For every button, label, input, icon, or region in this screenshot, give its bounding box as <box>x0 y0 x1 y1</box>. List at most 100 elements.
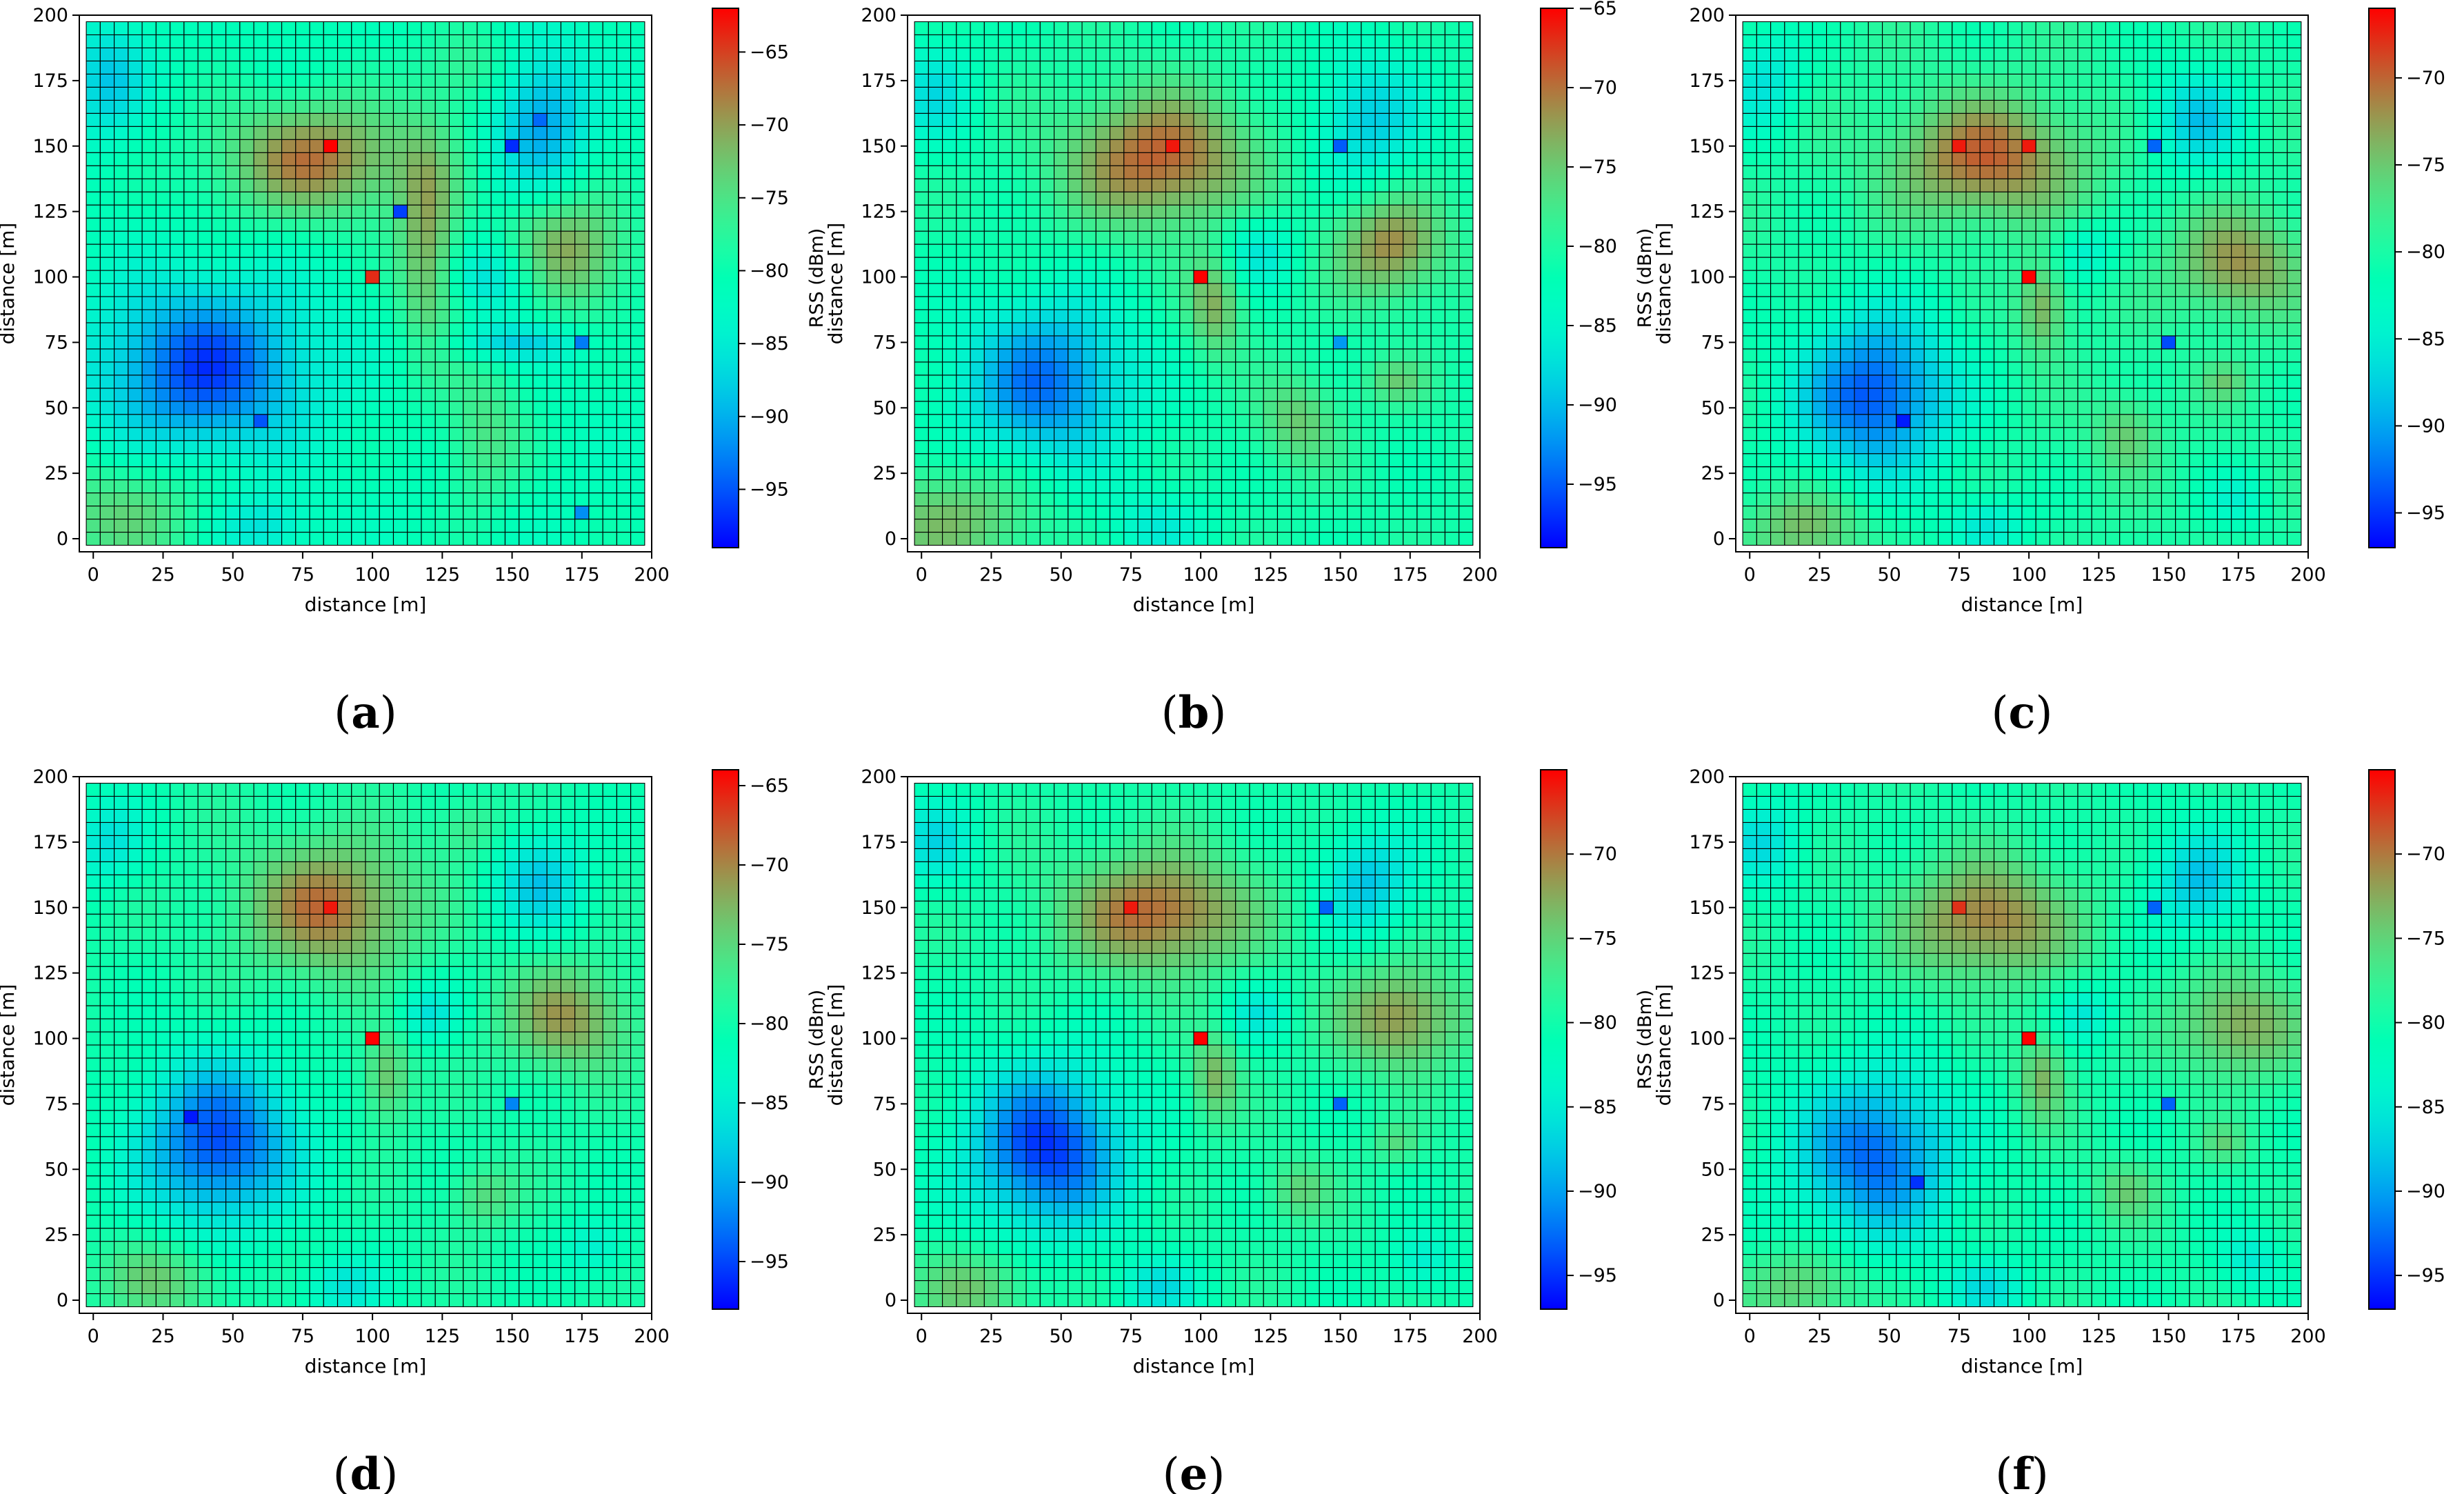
heatmap-cell <box>956 492 971 507</box>
heatmap-cell <box>998 152 1013 166</box>
heatmap-cell <box>2147 348 2162 363</box>
heatmap-cell <box>1374 178 1390 192</box>
heatmap-cell <box>2105 361 2121 376</box>
heatmap-cell <box>2175 322 2190 337</box>
heatmap-cell <box>421 309 436 323</box>
heatmap-cell <box>1276 453 1292 468</box>
heatmap-cell <box>1123 230 1139 245</box>
heatmap-cell <box>407 126 422 140</box>
heatmap-cell <box>253 191 268 206</box>
heatmap-cell <box>2119 217 2134 232</box>
heatmap-cell <box>183 506 199 520</box>
heatmap-cell <box>1109 34 1125 48</box>
heatmap-cell <box>1207 34 1223 48</box>
heatmap-cell <box>1840 257 1855 271</box>
heatmap-cell <box>616 60 632 74</box>
heatmap-cell <box>504 414 520 428</box>
heatmap-cell <box>588 506 603 520</box>
heatmap-cell <box>2245 152 2260 166</box>
heatmap-cell <box>1910 283 1925 297</box>
heatmap-cell <box>1910 60 1925 74</box>
heatmap-cell <box>2287 492 2302 507</box>
heatmap-cell <box>1109 204 1125 219</box>
heatmap-cell <box>392 348 408 363</box>
heatmap-cell <box>602 99 617 114</box>
heatmap-cell <box>1444 217 1460 232</box>
heatmap-cell <box>2231 506 2246 520</box>
heatmap-cell <box>630 191 645 206</box>
heatmap-cell <box>1444 309 1460 323</box>
heatmap-cell <box>183 152 199 166</box>
heatmap-cell <box>365 257 380 271</box>
heatmap-cell <box>2035 204 2051 219</box>
heatmap-cell <box>546 479 561 494</box>
heatmap-cell <box>86 1228 101 1242</box>
heatmap-cell <box>504 152 520 166</box>
heatmap-cell <box>1770 361 1785 376</box>
heatmap-cell <box>1896 21 1911 36</box>
heatmap-cell <box>616 296 632 310</box>
heatmap-cell <box>337 361 352 376</box>
heatmap-cell <box>337 243 352 258</box>
heatmap-cell <box>942 492 957 507</box>
heatmap-cell <box>1826 388 1841 402</box>
heatmap-cell <box>602 414 617 428</box>
heatmap-cell <box>463 335 478 350</box>
heatmap-cell <box>392 479 408 494</box>
heatmap-cell <box>337 414 352 428</box>
heatmap-cell <box>2245 270 2260 284</box>
heatmap-cell <box>2147 73 2162 88</box>
heatmap-cell <box>2245 506 2260 520</box>
heatmap-cell <box>2133 178 2148 192</box>
heatmap-cell <box>2287 322 2302 337</box>
heatmap-cell <box>448 152 464 166</box>
heatmap-cell <box>309 230 324 245</box>
heatmap-cell <box>1068 348 1083 363</box>
heatmap-cell <box>942 531 957 546</box>
heatmap-cell <box>197 60 212 74</box>
heatmap-cell <box>281 479 297 494</box>
heatmap-cell <box>295 466 310 481</box>
heatmap-cell <box>2216 204 2232 219</box>
heatmap-cell <box>574 361 590 376</box>
heatmap-cell <box>546 375 561 389</box>
heatmap-cell <box>914 466 929 481</box>
heatmap-cell <box>1361 34 1376 48</box>
heatmap-cell <box>1923 112 1939 127</box>
heatmap-cell <box>1137 388 1152 402</box>
heatmap-cell <box>1123 375 1139 389</box>
heatmap-cell <box>2147 361 2162 376</box>
heatmap-cell <box>1068 427 1083 441</box>
heatmap-cell <box>2077 388 2092 402</box>
heatmap-cell <box>970 531 985 546</box>
heatmap-cell <box>1798 519 1813 533</box>
heatmap-cell <box>588 440 603 455</box>
heatmap-cell <box>1784 440 1799 455</box>
heatmap-cell <box>2245 191 2260 206</box>
heatmap-cell <box>295 375 310 389</box>
heatmap-cell <box>392 440 408 455</box>
heatmap-cell <box>1221 414 1236 428</box>
heatmap-cell <box>211 440 227 455</box>
heatmap-cell <box>1937 60 1953 74</box>
heatmap-cell <box>1123 191 1139 206</box>
heatmap-cell <box>114 126 129 140</box>
heatmap-cell <box>2203 375 2218 389</box>
heatmap-cell <box>1965 60 1981 74</box>
x-tick-label: 175 <box>564 564 600 586</box>
heatmap-cell <box>956 453 971 468</box>
heatmap-cell <box>574 492 590 507</box>
heatmap-cell <box>1854 230 1869 245</box>
heatmap-cell <box>477 34 492 48</box>
heatmap-cell <box>956 479 971 494</box>
heatmap-cell <box>379 60 394 74</box>
heatmap-cell <box>114 531 129 546</box>
heatmap-cell <box>2203 86 2218 101</box>
heatmap-cell <box>1347 492 1362 507</box>
heatmap-cell <box>226 531 241 546</box>
heatmap-cell <box>1910 440 1925 455</box>
heatmap-cell <box>1937 414 1953 428</box>
heatmap-cell <box>351 348 366 363</box>
heatmap-cell <box>141 401 157 415</box>
